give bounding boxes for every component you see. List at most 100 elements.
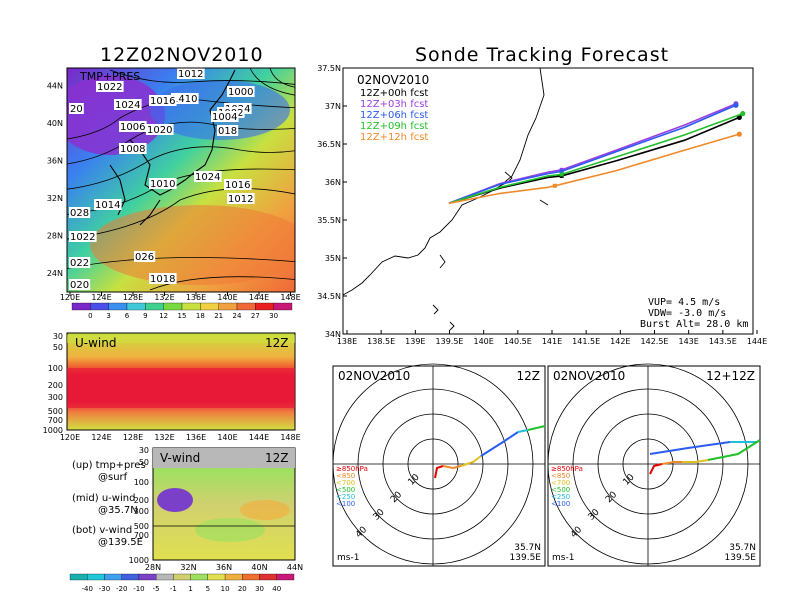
hodo-level-label: ≥850hPa [551, 465, 583, 473]
colorbar-swatch [104, 573, 122, 581]
track-legend-entry: 12Z+00h fcst [360, 88, 428, 99]
colorbar-label: 18 [196, 312, 205, 320]
hodo-time: 12+12Z [706, 369, 755, 383]
pressure-tick-label: 100 [48, 364, 63, 373]
colorbar-swatch [181, 302, 201, 311]
colorbar-label: 10 [221, 585, 230, 593]
lon-tick-label: 132E [154, 433, 174, 442]
lon-tick-label: 144E [249, 433, 269, 442]
lon-tick-label: 136E [186, 293, 206, 302]
pressure-tick-label: 1000 [129, 556, 149, 565]
isobar-label: 020 [70, 280, 89, 291]
colorbar-label: -20 [116, 585, 127, 593]
colorbar-label: 15 [178, 312, 187, 320]
colorbar-swatch [200, 302, 219, 311]
lat-tick-label: 32N [47, 194, 63, 203]
colorbar-label: -5 [153, 585, 160, 593]
hodo-time: 12Z [517, 369, 541, 383]
note-mid-line1: (mid) u-wind [72, 493, 135, 504]
track-end-point [736, 131, 742, 137]
isobar-label-bg [217, 125, 239, 136]
isobar-label: 1020 [147, 125, 172, 136]
pressure-tick-label: 300 [48, 393, 63, 402]
hodo-level-label: <100 [551, 500, 570, 508]
lon-tick-label: 124E [91, 433, 111, 442]
track-legend-entry: 12Z+03h fcst [360, 99, 428, 110]
isobar-label: 1008 [120, 144, 145, 155]
colorbar-swatch [218, 302, 238, 311]
x-tick-label: 143.5E [709, 337, 737, 346]
colorbar-label: 9 [143, 312, 147, 320]
isobar-label: 1012 [228, 194, 253, 205]
hodo-level-label: <700 [551, 479, 570, 487]
note-up-line2: @surf [98, 472, 128, 483]
isobar-label-bg [69, 279, 91, 290]
lat-tick-label: 28N [47, 232, 63, 241]
track-date: 02NOV2010 [357, 73, 429, 87]
isobar-label: 1016 [225, 180, 250, 191]
x-tick-label: 144E [747, 337, 767, 346]
hodo-level-label: <850 [336, 472, 355, 480]
colorbar-swatch [259, 573, 277, 581]
isobar-label-bg [146, 124, 174, 135]
isobar-label-bg [171, 93, 199, 104]
colorbar-swatch [121, 573, 140, 581]
y-tick-label: 34.5N [317, 292, 341, 301]
lon-tick-label: 140E [217, 293, 237, 302]
colorbar-label: -1 [170, 585, 177, 593]
y-tick-label: 34N [325, 330, 341, 339]
hodo-lat: 35.7N [514, 543, 541, 553]
lat-tick-label: 36N [216, 563, 232, 572]
surface-panel: 1012102210001410101610242010241002100410… [47, 67, 301, 320]
colorbar-label: -30 [99, 585, 110, 593]
colorbar-swatch [236, 302, 256, 311]
panel-notes: (up) tmp+pres @surf (mid) u-wind @35.7N … [72, 460, 146, 548]
isobar-label: 1018 [150, 274, 175, 285]
track-legend-entry: 12Z+12h fcst [360, 132, 428, 143]
pressure-tick-label: 700 [48, 416, 63, 425]
isobar-label-bg [227, 86, 255, 97]
colorbar-label: 3 [106, 312, 110, 320]
colorbar-swatch [273, 302, 293, 311]
isobar-label: 1022 [70, 232, 95, 243]
isobar-label-bg [69, 257, 91, 268]
uwind-time: 12Z [265, 336, 289, 350]
colorbar-swatch [173, 573, 191, 581]
colorbar-label: 27 [251, 312, 260, 320]
hodograph-trace [707, 439, 761, 461]
burst-readout: Burst Alt= 28.0 km [640, 319, 748, 330]
colorbar-swatch [207, 573, 226, 581]
hodo-level-label: ≥850hPa [336, 465, 368, 473]
colorbar-label: 20 [238, 585, 247, 593]
y-tick-label: 35N [325, 254, 341, 263]
hodograph-trace [460, 455, 482, 467]
colorbar-label: 30 [269, 312, 278, 320]
hodo-units: ms-1 [552, 553, 574, 563]
pressure-tick-label: 700 [134, 531, 149, 540]
left-title: 12Z02NOV2010 [100, 44, 264, 66]
isobar-label: 022 [70, 258, 89, 269]
hodograph-trace [527, 425, 546, 431]
isobar-label: 1016 [150, 96, 175, 107]
pressure-tick-label: 50 [53, 343, 63, 352]
vwind-title: V-wind [160, 451, 200, 465]
hodograph-trace [649, 441, 731, 455]
hodo-level-label: <100 [336, 500, 355, 508]
x-tick-label: 139E [405, 337, 425, 346]
hodo-lon: 139.5E [725, 553, 757, 563]
hodo-level-label: <850 [551, 472, 570, 480]
isobar-label: 1012 [178, 69, 203, 80]
colorbar-label: -40 [82, 585, 93, 593]
isobar-label-bg [149, 178, 177, 189]
isobar-label-bg [224, 179, 252, 190]
uwind-title: U-wind [75, 336, 116, 350]
colorbar-label: 30 [255, 585, 264, 593]
lon-tick-label: 120E [60, 293, 80, 302]
x-tick-label: 138.5E [367, 337, 395, 346]
colorbar-swatch [276, 573, 295, 581]
hodo-units: ms-1 [337, 553, 359, 563]
isobar-label-bg [119, 143, 147, 154]
